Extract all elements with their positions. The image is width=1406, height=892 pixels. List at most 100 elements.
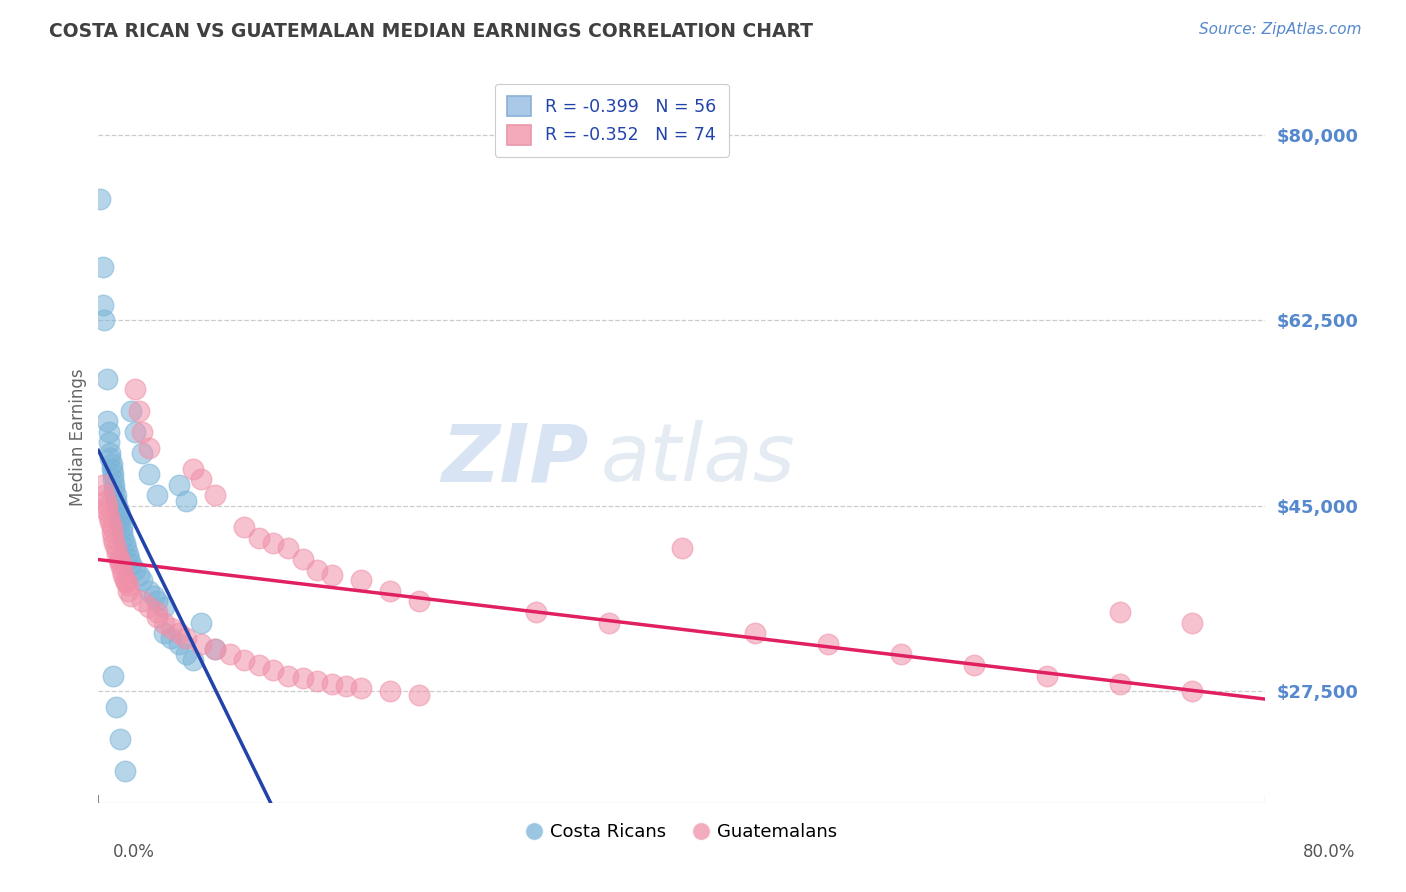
Point bbox=[93, 313, 115, 327]
Point bbox=[91, 297, 114, 311]
Point bbox=[110, 554, 132, 568]
Point bbox=[96, 504, 118, 518]
Point bbox=[100, 525, 122, 540]
Point bbox=[112, 567, 135, 582]
Point bbox=[174, 493, 197, 508]
Point bbox=[146, 610, 169, 624]
Point bbox=[524, 605, 547, 619]
Point bbox=[1035, 668, 1057, 682]
Point bbox=[110, 515, 132, 529]
Point bbox=[97, 435, 120, 450]
Point bbox=[117, 547, 139, 561]
Point bbox=[96, 499, 118, 513]
Point bbox=[124, 383, 146, 397]
Point bbox=[114, 536, 136, 550]
Text: atlas: atlas bbox=[600, 420, 794, 498]
Point bbox=[117, 578, 139, 592]
Point bbox=[1181, 615, 1204, 630]
Point bbox=[307, 563, 329, 577]
Point bbox=[321, 567, 343, 582]
Point bbox=[94, 493, 117, 508]
Point bbox=[96, 414, 118, 428]
Point bbox=[114, 573, 136, 587]
Point bbox=[131, 594, 153, 608]
Point bbox=[89, 192, 111, 206]
Point bbox=[104, 488, 127, 502]
Point bbox=[98, 515, 121, 529]
Point bbox=[380, 684, 402, 698]
Text: ZIP: ZIP bbox=[441, 420, 589, 498]
Point bbox=[131, 425, 153, 439]
Point bbox=[131, 446, 153, 460]
Text: COSTA RICAN VS GUATEMALAN MEDIAN EARNINGS CORRELATION CHART: COSTA RICAN VS GUATEMALAN MEDIAN EARNING… bbox=[49, 22, 813, 41]
Text: 0.0%: 0.0% bbox=[112, 843, 155, 861]
Point bbox=[160, 621, 183, 635]
Point bbox=[181, 653, 204, 667]
Point bbox=[307, 673, 329, 688]
Point bbox=[98, 446, 121, 460]
Point bbox=[167, 637, 190, 651]
Point bbox=[131, 573, 153, 587]
Y-axis label: Median Earnings: Median Earnings bbox=[69, 368, 87, 506]
Point bbox=[262, 663, 284, 677]
Point bbox=[110, 732, 132, 747]
Point bbox=[233, 520, 256, 534]
Point bbox=[97, 425, 120, 439]
Point bbox=[96, 372, 118, 386]
Point bbox=[128, 567, 150, 582]
Text: Source: ZipAtlas.com: Source: ZipAtlas.com bbox=[1198, 22, 1361, 37]
Point bbox=[181, 462, 204, 476]
Point bbox=[104, 700, 127, 714]
Point bbox=[153, 626, 176, 640]
Point bbox=[110, 558, 132, 572]
Point bbox=[146, 605, 169, 619]
Point bbox=[291, 552, 314, 566]
Point bbox=[962, 658, 984, 673]
Point bbox=[98, 451, 121, 466]
Point bbox=[91, 477, 114, 491]
Point bbox=[138, 467, 160, 482]
Point bbox=[335, 679, 357, 693]
Point bbox=[91, 260, 114, 275]
Point bbox=[160, 632, 183, 646]
Point bbox=[1108, 605, 1130, 619]
Point bbox=[108, 509, 131, 524]
Point bbox=[111, 563, 134, 577]
Point bbox=[174, 648, 197, 662]
Point bbox=[138, 441, 160, 455]
Point bbox=[167, 626, 190, 640]
Point bbox=[108, 552, 131, 566]
Point bbox=[598, 615, 620, 630]
Point bbox=[817, 637, 839, 651]
Point bbox=[142, 589, 165, 603]
Point bbox=[671, 541, 693, 556]
Point bbox=[204, 642, 226, 657]
Point bbox=[104, 541, 127, 556]
Text: 80.0%: 80.0% bbox=[1302, 843, 1355, 861]
Point bbox=[321, 677, 343, 691]
Point bbox=[101, 531, 124, 545]
Point bbox=[350, 681, 373, 696]
Point bbox=[115, 575, 138, 590]
Point bbox=[111, 520, 134, 534]
Point bbox=[118, 552, 141, 566]
Point bbox=[408, 594, 430, 608]
Point bbox=[138, 583, 160, 598]
Point bbox=[124, 563, 146, 577]
Point bbox=[233, 653, 256, 667]
Point bbox=[117, 583, 139, 598]
Point bbox=[101, 467, 124, 482]
Point bbox=[97, 509, 120, 524]
Point bbox=[247, 658, 270, 673]
Point bbox=[114, 764, 136, 778]
Point bbox=[120, 403, 142, 417]
Point bbox=[105, 547, 128, 561]
Point bbox=[350, 573, 373, 587]
Point bbox=[105, 499, 128, 513]
Point bbox=[380, 583, 402, 598]
Point bbox=[146, 488, 169, 502]
Point bbox=[174, 632, 197, 646]
Point bbox=[112, 531, 135, 545]
Point bbox=[204, 642, 226, 657]
Point bbox=[100, 457, 122, 471]
